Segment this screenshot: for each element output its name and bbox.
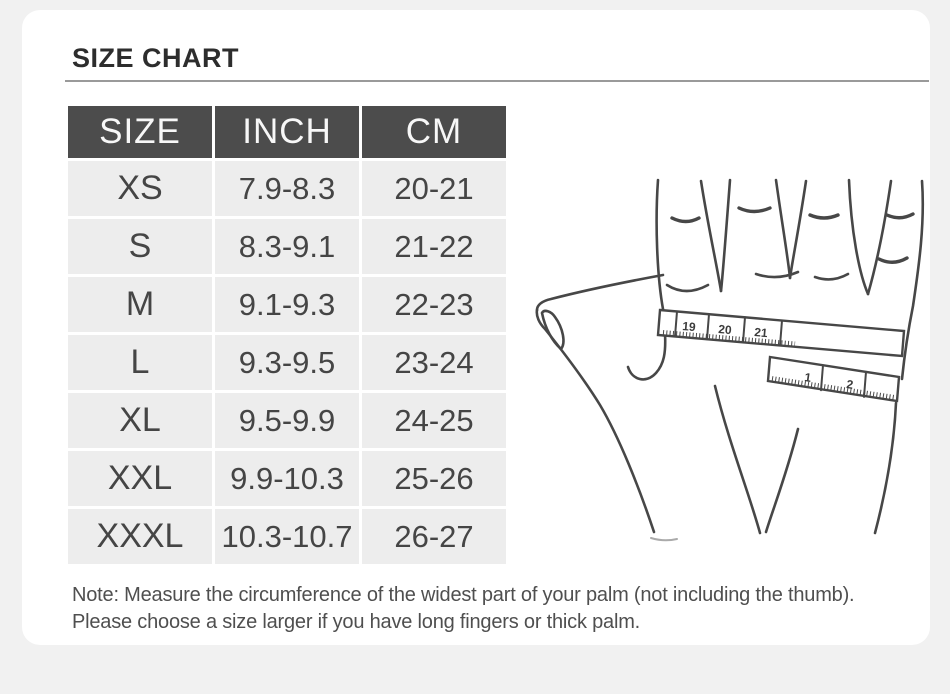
cell-inch: 9.3-9.5 <box>215 335 359 390</box>
tape-label-21: 21 <box>754 325 769 340</box>
title-underline <box>65 80 929 82</box>
cell-inch: 8.3-9.1 <box>215 219 359 274</box>
hand-measuring-tape-illustration: 19 20 21 1 2 <box>527 160 950 572</box>
shadow-smudge <box>650 537 678 542</box>
palm-crease <box>754 270 800 279</box>
size-table: SIZE INCH CM XS 7.9-8.3 20-21 S 8.3-9.1 … <box>65 103 509 567</box>
cell-size: L <box>68 335 212 390</box>
cell-cm: 24-25 <box>362 393 506 448</box>
tape-cm-band <box>656 308 906 358</box>
cell-inch: 9.9-10.3 <box>215 451 359 506</box>
cell-cm: 26-27 <box>362 509 506 564</box>
tape-label-20: 20 <box>718 322 733 337</box>
cell-inch: 10.3-10.7 <box>215 509 359 564</box>
cell-size: XXXL <box>68 509 212 564</box>
header-cell-inch: INCH <box>215 106 359 158</box>
table-row: XS 7.9-8.3 20-21 <box>68 161 506 216</box>
wrist-left-line <box>713 384 762 535</box>
index-finger-left-edge <box>655 178 665 311</box>
pinky-right-edge <box>900 179 925 381</box>
note-line-1: Note: Measure the circumference of the w… <box>72 584 855 606</box>
cell-cm: 25-26 <box>362 451 506 506</box>
table-row: XXL 9.9-10.3 25-26 <box>68 451 506 506</box>
thumb-upper-edge <box>535 273 665 312</box>
thumb-outer-edge <box>535 308 656 534</box>
header-cell-size: SIZE <box>68 106 212 158</box>
header-cell-cm: CM <box>362 106 506 158</box>
hand-illustration-svg: 19 20 21 1 2 <box>535 178 925 542</box>
knuckle-creases <box>670 206 915 264</box>
finger-gap-line <box>774 178 792 280</box>
cell-cm: 21-22 <box>362 219 506 274</box>
size-table-header-row: SIZE INCH CM <box>68 106 506 158</box>
thumbnail <box>540 309 565 351</box>
hand-right-edge <box>873 401 898 535</box>
measurement-note: Note: Measure the circumference of the w… <box>72 582 902 636</box>
tape-label-19: 19 <box>682 319 697 334</box>
cell-inch: 9.5-9.9 <box>215 393 359 448</box>
tape-label-2: 2 <box>846 377 855 392</box>
table-row: XXXL 10.3-10.7 26-27 <box>68 509 506 564</box>
cell-inch: 7.9-8.3 <box>215 161 359 216</box>
wrist-middle-line <box>764 427 800 534</box>
cell-size: S <box>68 219 212 274</box>
table-row: S 8.3-9.1 21-22 <box>68 219 506 274</box>
note-line-2: Please choose a size larger if you have … <box>72 611 641 633</box>
table-row: L 9.3-9.5 23-24 <box>68 335 506 390</box>
finger-gap-line <box>719 178 732 293</box>
page-title: SIZE CHART <box>72 43 239 73</box>
cell-cm: 20-21 <box>362 161 506 216</box>
cell-size: XS <box>68 161 212 216</box>
cell-size: XL <box>68 393 212 448</box>
tape-label-1: 1 <box>804 370 813 385</box>
table-row: XL 9.5-9.9 24-25 <box>68 393 506 448</box>
thumb-web-line <box>626 331 667 381</box>
finger-gap-line <box>866 179 893 296</box>
cell-size: M <box>68 277 212 332</box>
palm-crease <box>665 283 710 293</box>
finger-gap-line <box>788 179 808 280</box>
tape-tick-marks <box>771 376 896 401</box>
tape-inch-band <box>766 355 901 403</box>
palm-crease <box>813 272 850 281</box>
finger-gap-line <box>847 178 870 296</box>
cell-cm: 23-24 <box>362 335 506 390</box>
table-row: M 9.1-9.3 22-23 <box>68 277 506 332</box>
cell-cm: 22-23 <box>362 277 506 332</box>
finger-gap-line <box>699 179 723 293</box>
cell-inch: 9.1-9.3 <box>215 277 359 332</box>
size-chart-card: SIZE CHART SIZE INCH CM XS 7.9-8.3 20-21… <box>22 10 930 645</box>
cell-size: XXL <box>68 451 212 506</box>
tape-tick-marks <box>662 330 796 347</box>
